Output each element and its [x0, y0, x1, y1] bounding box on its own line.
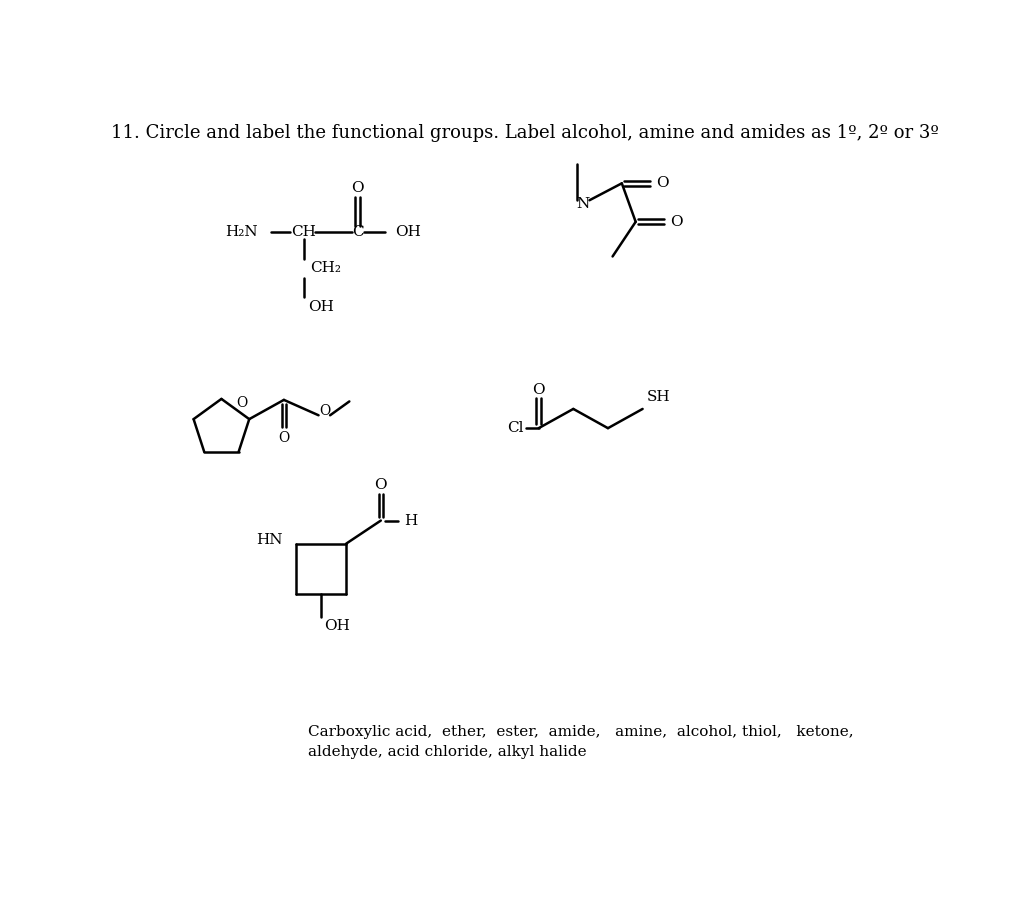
Text: OH: OH — [307, 299, 334, 314]
Text: H: H — [403, 513, 417, 528]
Text: Carboxylic acid,  ether,  ester,  amide,   amine,  alcohol, thiol,   ketone,: Carboxylic acid, ether, ester, amide, am… — [307, 725, 853, 739]
Text: 11. Circle and label the functional groups. Label alcohol, amine and amides as 1: 11. Circle and label the functional grou… — [111, 124, 939, 142]
Text: O: O — [279, 431, 290, 445]
Text: O: O — [351, 181, 364, 195]
Text: SH: SH — [646, 390, 670, 404]
Text: CH: CH — [292, 225, 316, 239]
Text: O: O — [319, 405, 331, 419]
Text: OH: OH — [394, 225, 421, 239]
Text: O: O — [532, 383, 545, 397]
Text: aldehyde, acid chloride, alkyl halide: aldehyde, acid chloride, alkyl halide — [307, 744, 587, 758]
Text: N: N — [577, 197, 590, 211]
Text: HN: HN — [256, 532, 283, 547]
Text: OH: OH — [325, 619, 350, 633]
Text: O: O — [375, 478, 387, 492]
Text: H₂N: H₂N — [225, 225, 258, 239]
Text: O: O — [236, 396, 247, 409]
Text: O: O — [671, 215, 683, 229]
Text: C: C — [352, 225, 364, 239]
Text: CH₂: CH₂ — [310, 261, 341, 275]
Text: O: O — [656, 176, 669, 190]
Text: Cl: Cl — [507, 421, 523, 435]
